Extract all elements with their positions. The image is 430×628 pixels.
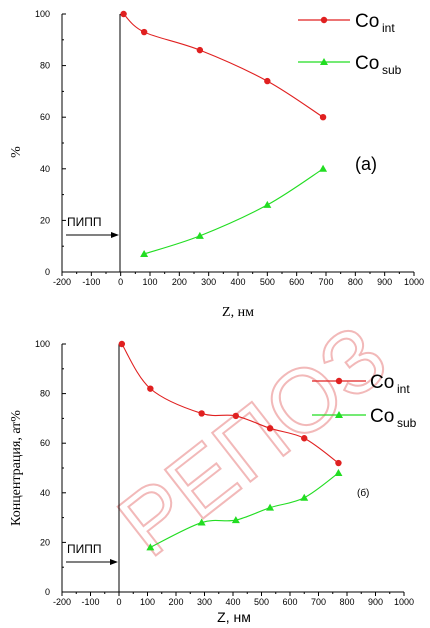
x-tick-label: 800 [339,597,354,607]
y-tick-label: 0 [45,267,50,277]
legend-label: Co [355,53,379,74]
annotation-arrow-b [66,559,118,565]
x-tick-label: 800 [348,277,363,287]
y-tick-label: 20 [40,215,50,225]
data-point-co-int [266,425,274,432]
x-tick-label: 0 [118,277,123,287]
legend-b: Co int Co sub [312,372,417,430]
x-tick-label: 600 [289,277,304,287]
data-point-co-int [118,340,126,348]
x-tick-label: 900 [368,597,383,607]
y-tick-label: 0 [45,587,50,597]
data-point-co-sub [146,543,155,551]
data-point-co-sub [266,503,275,511]
y-tick-label: 60 [40,112,50,122]
x-tick-label: 700 [311,597,326,607]
y-axis-label-a: % [9,146,24,158]
axis-ticks-a: -200 -100 0 100 200 300 400 500 600 700 800 900 1000… [35,9,424,287]
y-tick-label: 80 [40,389,50,399]
data-point-co-sub [197,518,206,526]
data-point-co-sub [319,164,328,172]
x-tick-label: 400 [230,277,245,287]
data-point-co-int [198,410,205,417]
data-point-co-int [335,459,342,467]
chart-panel-b: -200 -100 0 100 200 300 400 500 600 700 800 900 1000… [9,339,417,625]
series-group-a [120,10,328,257]
legend-subscript: int [382,21,395,35]
y-tick-label: 100 [35,9,50,19]
y-tick-label: 20 [40,537,50,547]
y-tick-label: 40 [40,488,50,498]
x-tick-label: 500 [260,277,275,287]
x-tick-label: 0 [116,597,121,607]
data-point-co-int [140,28,148,36]
annotation-arrow-a [66,232,119,238]
x-tick-label: 200 [172,277,187,287]
legend-label: Co [370,406,394,427]
data-point-co-int [319,114,327,121]
x-tick-label: 300 [197,597,212,607]
data-point-co-int [232,412,240,420]
data-point-co-int [301,435,308,442]
legend-subscript: sub [397,416,417,430]
x-tick-label: 1000 [394,597,414,607]
x-tick-label: 100 [140,597,155,607]
legend-item-co-int-b: Co int [312,372,410,396]
panel-label-b: (б) [357,487,369,499]
data-point-co-sub [334,468,343,476]
y-tick-label: 60 [40,438,50,448]
x-tick-label: 100 [142,277,157,287]
data-point-co-sub [300,493,309,501]
x-tick-label: 400 [225,597,240,607]
legend-subscript: sub [382,63,402,77]
legend-subscript: int [397,382,410,396]
x-tick-label: -200 [53,597,71,607]
x-tick-label: 200 [168,597,183,607]
y-axis-label-b: Концентрация, ат% [9,410,24,526]
series-group-b [118,340,343,551]
watermark: РЕПОЗ [101,307,406,576]
x-tick-label: 900 [377,277,392,287]
legend-label: Co [370,372,394,393]
data-point-co-sub [195,231,204,239]
annotation-label-b: ПИПП [67,542,102,556]
data-point-co-sub [140,249,149,257]
x-axis-label-a: Z, нм [222,305,254,320]
legend-item-co-sub-b: Co sub [312,406,417,430]
chart-panel-a: -200 -100 0 100 200 300 400 500 600 700 800 900 1000… [9,9,424,320]
y-tick-label: 40 [40,164,50,174]
legend-item-co-int-a: Co int [298,11,395,35]
legend-a: Co int Co sub [298,11,402,77]
legend-item-co-sub-a: Co sub [298,53,402,77]
x-tick-label: 300 [201,277,216,287]
x-tick-label: 700 [318,277,333,287]
data-point-co-int [196,46,204,54]
data-point-co-sub [263,200,272,208]
x-tick-label: -200 [53,277,71,287]
series-line-co-sub [143,168,324,255]
data-point-co-int [147,385,154,392]
x-axis-label-b: Z, нм [217,609,251,625]
data-point-co-int [264,77,271,85]
series-line-co-int [123,13,324,118]
series-line-co-sub [150,472,339,548]
x-tick-label: 1000 [404,277,424,287]
x-tick-label: -100 [82,277,100,287]
panel-label-a: (a) [355,154,377,174]
data-point-co-int [120,10,127,18]
axis-ticks-b: -200 -100 0 100 200 300 400 500 600 700 800 900 1000… [35,339,414,607]
x-tick-label: 500 [254,597,269,607]
annotation-label-a: ПИПП [67,215,102,229]
data-point-co-sub [231,516,240,524]
y-tick-label: 80 [40,61,50,71]
y-tick-label: 100 [35,339,50,349]
x-tick-label: -100 [81,597,99,607]
x-tick-label: 600 [282,597,297,607]
legend-label: Co [355,11,379,32]
